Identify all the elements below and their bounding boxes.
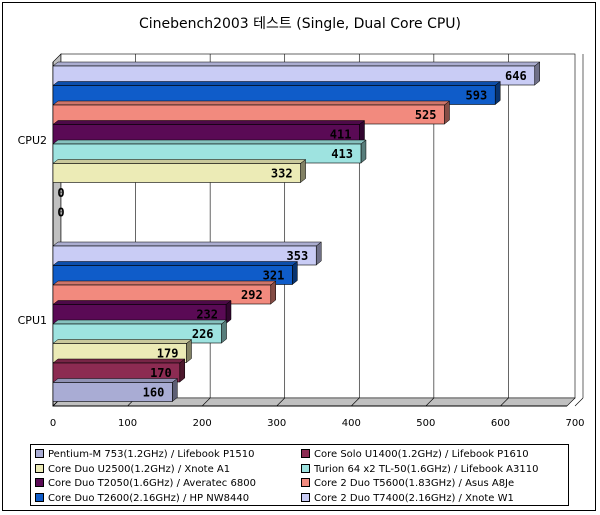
x-tick-label: 300 — [267, 418, 286, 429]
legend-swatch — [35, 492, 44, 502]
bar-side-face — [221, 319, 227, 344]
x-tick-label: 500 — [416, 418, 435, 429]
category-label: CPU1 — [18, 314, 47, 327]
legend-item: Core Duo T2050(1.6GHz) / Averatec 6800 — [35, 476, 256, 491]
bar-value-label: 0 — [57, 186, 64, 200]
legend-label: Core Duo T2600(2.16GHz) / HP NW8440 — [48, 492, 250, 504]
legend-label: Core Duo T2050(1.6GHz) / Averatec 6800 — [48, 478, 256, 489]
bar-side-face — [494, 80, 501, 106]
gridline-floor — [201, 397, 211, 407]
legend-label: Turion 64 x2 TL-50(1.6GHz) / Lifebook A3… — [314, 463, 539, 475]
x-tick-label: 100 — [118, 418, 137, 429]
bar-value-label: 226 — [192, 327, 214, 341]
legend-item: Core 2 Duo T5600(1.83GHz) / Asus A8Je — [301, 476, 514, 491]
bar-value-label: 353 — [287, 249, 309, 263]
legend-label: Pentium-M 753(1.2GHz) / Lifebook P1510 — [48, 449, 255, 460]
legend-item: Core Duo U2500(1.2GHz) / Xnote A1 — [35, 462, 230, 477]
bar-top-face — [52, 378, 179, 383]
chart-title: Cinebench2003 테스트 (Single, Dual Core CPU… — [139, 16, 461, 32]
bar-side-face — [172, 377, 178, 403]
bar-value-label: 413 — [331, 147, 353, 161]
gridline-floor — [425, 397, 435, 407]
gridline-floor — [574, 397, 584, 407]
legend-swatch — [35, 463, 44, 473]
bar-side-face — [300, 158, 306, 184]
legend-swatch — [301, 492, 310, 502]
bar-value-label: 292 — [241, 288, 263, 302]
legend-swatch — [301, 463, 310, 473]
x-tick-label: 200 — [193, 418, 212, 429]
legend-item: Core Solo U1400(1.2GHz) / Lifebook P1610 — [301, 447, 529, 462]
legend-item: Core Duo T2600(2.16GHz) / HP NW8440 — [35, 491, 249, 506]
gridline-floor — [276, 397, 285, 407]
legend-swatch — [301, 449, 310, 458]
bar-side-face — [292, 260, 298, 286]
chart-legend: Pentium-M 753(1.2GHz) / Lifebook P1510 Co… — [30, 444, 569, 506]
bar-top-face — [52, 358, 186, 364]
bar-side-face — [186, 338, 192, 364]
bar-top-face — [52, 139, 367, 145]
bar-side-face — [315, 241, 322, 266]
legend-swatch — [35, 478, 44, 487]
bar-value-label: 593 — [466, 89, 488, 103]
legend-label: Core 2 Duo T5600(1.83GHz) / Asus A8Je — [314, 478, 515, 489]
bar-side-face — [179, 358, 186, 383]
bar-side-face — [360, 139, 367, 164]
bar-top-face — [52, 319, 228, 325]
bar-value-label: 170 — [150, 366, 172, 380]
bar-top-face — [52, 100, 451, 106]
bar-top-face — [52, 81, 501, 86]
bar-side-face — [444, 100, 450, 125]
bar-top-face — [52, 280, 277, 286]
bar-side-face — [534, 61, 540, 86]
bar-value-label: 525 — [415, 108, 437, 122]
legend-item: Core 2 Duo T7400(2.16GHz) / Xnote W1 — [301, 491, 514, 506]
category-label: CPU2 — [18, 134, 47, 147]
bar-top-face — [52, 241, 322, 247]
bar-top-face — [52, 300, 232, 305]
legend-item: Pentium-M 753(1.2GHz) / Lifebook P1510 — [35, 447, 254, 462]
x-tick-label: 600 — [491, 418, 510, 429]
bar — [52, 382, 173, 402]
bar-value-label: 160 — [143, 386, 165, 400]
legend-label: Core Solo U1400(1.2GHz) / Lifebook P1610 — [314, 449, 529, 460]
bar-top-face — [52, 61, 541, 67]
legend-swatch — [35, 449, 44, 458]
gridline-floor — [351, 397, 360, 407]
bar — [52, 163, 301, 183]
bar-value-label: 411 — [330, 128, 352, 142]
bar-value-label: 321 — [263, 269, 285, 283]
x-tick-label: 700 — [565, 418, 584, 429]
x-tick-label: 0 — [50, 418, 56, 429]
legend-swatch — [301, 478, 310, 487]
bar-value-label: 332 — [271, 167, 293, 181]
bar-value-label: 179 — [157, 347, 179, 361]
bar-top-face — [52, 120, 366, 125]
bar-top-face — [52, 159, 307, 164]
bar-value-label: 0 — [57, 206, 64, 220]
legend-item: Turion 64 x2 TL-50(1.6GHz) / Lifebook A3… — [301, 462, 538, 477]
legend-label: Core 2 Duo T7400(2.16GHz) / Xnote W1 — [314, 492, 514, 504]
bar-top-face — [52, 261, 299, 266]
x-tick-label: 400 — [342, 418, 361, 429]
legend-label: Core Duo U2500(1.2GHz) / Xnote A1 — [48, 463, 231, 475]
gridline-floor — [500, 397, 509, 407]
bar-side-face — [270, 280, 276, 305]
bar-value-label: 232 — [196, 308, 218, 322]
bar-top-face — [52, 339, 193, 344]
bar-value-label: 646 — [505, 69, 527, 83]
